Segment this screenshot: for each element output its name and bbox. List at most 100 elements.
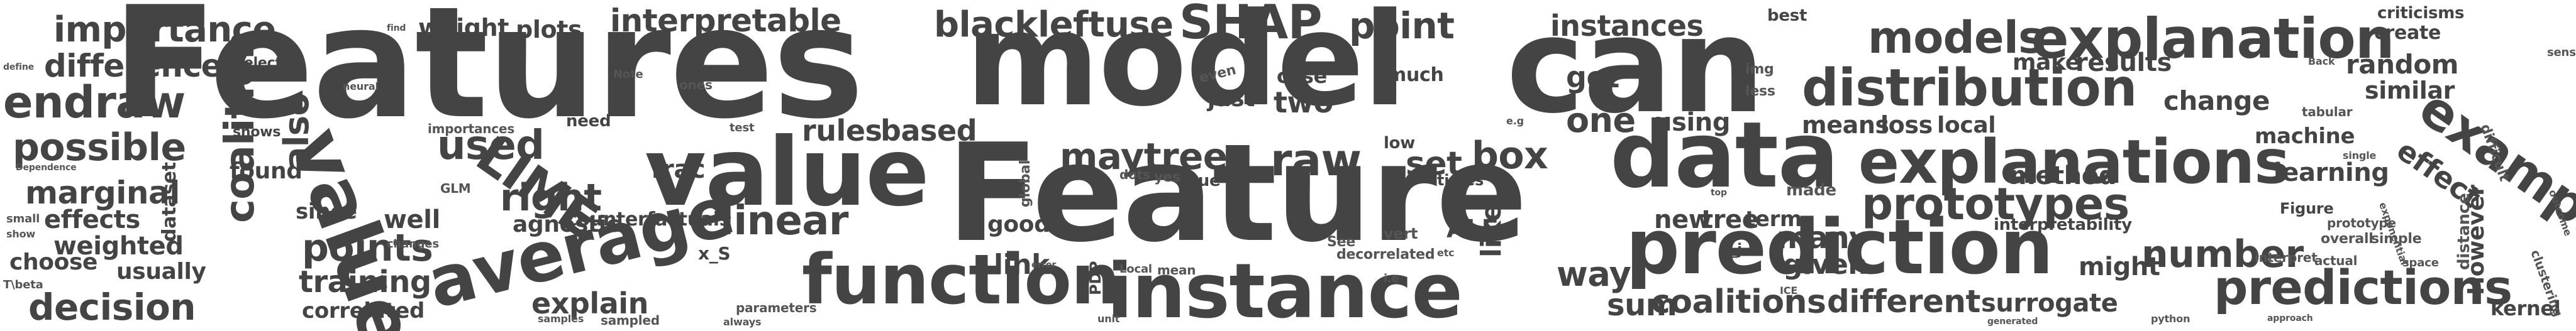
word-ones: ones: [679, 77, 713, 92]
word-linear: linear: [720, 198, 848, 244]
word-usually: usually: [116, 259, 206, 285]
word-weight: weight: [418, 14, 509, 41]
word-dependence: Dependence: [16, 163, 77, 173]
word-shap: SHAP: [1179, 0, 1323, 50]
word-found: found: [230, 158, 303, 184]
word-create: create: [2374, 22, 2441, 44]
word-well: well: [384, 205, 440, 234]
word-can: can: [1506, 0, 1765, 143]
word-just: just: [1208, 86, 1255, 112]
word-true: true: [1182, 171, 1221, 190]
word-correlated: correlated: [302, 298, 425, 323]
word-endraw: endraw: [3, 77, 186, 128]
word-means: means: [1802, 111, 1889, 139]
word-ie: i.e: [1384, 272, 1399, 285]
word-given: given: [1783, 249, 1868, 281]
word-dots: dots: [1119, 167, 1150, 182]
word-tree: tree: [1701, 205, 1759, 234]
word-mean: mean: [1157, 263, 1196, 278]
word-sum: sum: [1607, 288, 1677, 323]
word-test: test: [730, 121, 755, 134]
word-black: black: [934, 4, 1038, 45]
word-low: low: [1384, 134, 1416, 153]
word-plots: plots: [516, 16, 582, 43]
word-approach: approach: [2267, 313, 2313, 323]
word-ale: ALE: [1446, 215, 1499, 244]
word-prototype: prototype: [2327, 215, 2396, 231]
word-space: space: [2402, 256, 2439, 269]
word-best: best: [1767, 6, 1807, 25]
word-frac: frac: [651, 155, 706, 184]
word-right: right: [500, 176, 602, 220]
word-generated: generated: [1987, 317, 2038, 327]
word-xbeta: T\beta: [3, 278, 43, 291]
word-learning: learning: [2273, 158, 2389, 187]
word-see: See: [1327, 234, 1356, 250]
word-counterfactuals: counterfactuals: [566, 209, 731, 231]
word-eg: e.g: [1506, 115, 1524, 127]
word-data: data: [1610, 102, 1839, 209]
word-interpret: interpret: [2255, 250, 2318, 265]
word-decorrelated: decorrelated: [1336, 247, 1435, 263]
word-box: box: [1472, 134, 1548, 178]
word-results: results: [2075, 48, 2172, 77]
word-local2: Local: [1119, 263, 1152, 276]
word-global: global: [1018, 160, 1033, 207]
word-kernel: kernel: [2490, 296, 2561, 320]
word-link: link: [994, 249, 1050, 281]
word-similar: similar: [2365, 77, 2455, 104]
word-simple: simple: [2371, 231, 2422, 247]
word-dataset: dataset: [158, 162, 180, 242]
word-set: set: [1406, 145, 1462, 183]
word-define: define: [3, 62, 35, 72]
word-less: less: [1745, 84, 1775, 99]
word-shows: shows: [233, 124, 281, 140]
word-machine: machine: [2255, 124, 2355, 149]
word-instances: instances: [1550, 9, 1704, 43]
word-function: function: [802, 239, 1120, 320]
word-vert: vert: [1384, 225, 1418, 242]
word-interpretability: interpretability: [1994, 215, 2132, 234]
word-coalitions: coalitions: [1651, 283, 1826, 321]
word-maytrees: maytrees: [1060, 135, 1249, 178]
word-training: training: [299, 264, 431, 300]
word-prototypes: prototypes: [1862, 178, 2129, 230]
word-weighted: weighted: [53, 232, 184, 261]
word-decision: decision: [28, 286, 196, 328]
word-distribution: distribution: [1802, 58, 2137, 118]
word-neural: neural: [343, 80, 379, 92]
word-might: might: [2079, 252, 2160, 281]
word-distance: distance: [2455, 193, 2473, 270]
word-two: two: [1274, 85, 1333, 119]
word-show: show: [6, 228, 36, 240]
word-explanations: explanations: [1858, 127, 2290, 197]
word-always: always: [723, 316, 762, 328]
word-tabular: tabular: [2302, 104, 2353, 119]
word-feature: Feature: [947, 114, 1528, 272]
word-select: select: [236, 55, 282, 71]
word-unit: unit: [1097, 313, 1120, 325]
word-number: number: [2141, 232, 2304, 276]
word-glm: GLM: [440, 181, 471, 196]
word-since: since: [296, 199, 357, 224]
word-img: img: [1745, 62, 1774, 77]
word-xs: x_S: [698, 243, 731, 264]
word-top: top: [1711, 188, 1727, 198]
word-way: way: [1557, 254, 1631, 294]
word-new: new: [1654, 205, 1712, 234]
word-change: change: [2163, 85, 2270, 116]
word-features: Features: [112, 0, 864, 153]
word-value: value: [645, 118, 930, 227]
word-using: using: [1654, 108, 1731, 137]
word-times: times: [1437, 171, 1484, 189]
word-choose: choose: [9, 249, 98, 275]
word-made: made: [1786, 181, 1836, 200]
word-surrogate: surrogate: [1981, 289, 2118, 318]
word-need: need: [566, 112, 611, 131]
word-case: case: [1277, 64, 1328, 88]
word-note: Note: [613, 68, 643, 81]
word-small: small: [6, 212, 40, 225]
word-samples: samples: [538, 313, 584, 325]
word-raw: raw: [1270, 134, 1362, 186]
